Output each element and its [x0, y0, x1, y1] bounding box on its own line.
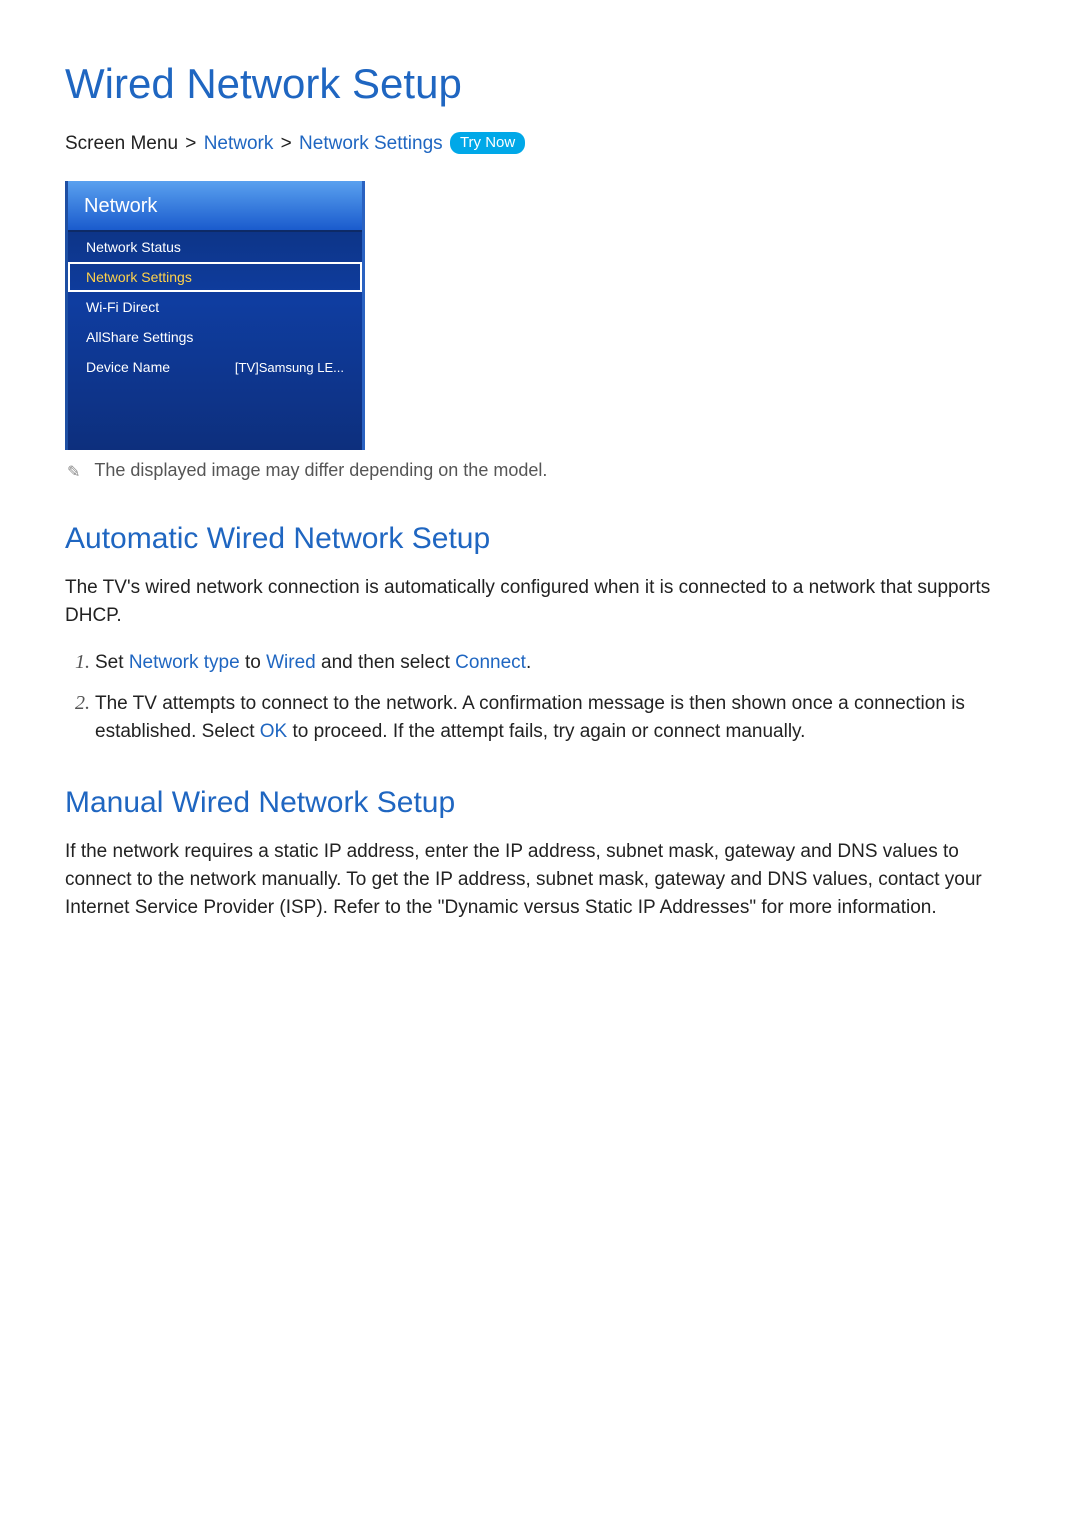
breadcrumb-network: Network: [204, 133, 274, 154]
menu-item-network-settings[interactable]: Network Settings: [68, 262, 362, 292]
kw-network-type: Network type: [129, 652, 240, 673]
breadcrumb-sep-1: >: [183, 133, 198, 154]
step1-pre: Set: [95, 652, 129, 673]
step2-post: to proceed. If the attempt fails, try ag…: [287, 721, 805, 742]
menu-item-wifi-direct[interactable]: Wi-Fi Direct: [68, 292, 362, 322]
breadcrumb-prefix: Screen Menu: [65, 133, 178, 154]
step1-post: .: [526, 652, 531, 673]
menu-item-label: Wi-Fi Direct: [86, 299, 159, 315]
page-title: Wired Network Setup: [65, 60, 1015, 108]
try-now-pill[interactable]: Try Now: [450, 132, 525, 154]
kw-ok: OK: [260, 721, 287, 742]
auto-step-1: Set Network type to Wired and then selec…: [95, 648, 1015, 677]
tv-menu-panel: Network Network Status Network Settings …: [65, 181, 365, 450]
note-text: The displayed image may differ depending…: [94, 460, 547, 481]
menu-item-network-status[interactable]: Network Status: [68, 232, 362, 262]
menu-item-label: Device Name: [86, 359, 170, 375]
kw-wired: Wired: [266, 652, 316, 673]
menu-item-value: [TV]Samsung LE...: [235, 360, 344, 375]
breadcrumb: Screen Menu > Network > Network Settings…: [65, 132, 1015, 155]
menu-item-label: AllShare Settings: [86, 329, 193, 345]
auto-steps: Set Network type to Wired and then selec…: [65, 648, 1015, 746]
menu-item-device-name[interactable]: Device Name [TV]Samsung LE...: [68, 352, 362, 382]
document-page: Wired Network Setup Screen Menu > Networ…: [0, 0, 1080, 1527]
auto-step-2: The TV attempts to connect to the networ…: [95, 689, 1015, 746]
section-heading-automatic: Automatic Wired Network Setup: [65, 522, 1015, 556]
step1-mid1: to: [240, 652, 266, 673]
auto-intro: The TV's wired network connection is aut…: [65, 574, 1015, 630]
manual-body: If the network requires a static IP addr…: [65, 838, 1015, 922]
tv-menu-header: Network: [68, 181, 362, 232]
pencil-icon: ✎: [67, 462, 80, 482]
menu-item-label: Network Status: [86, 239, 181, 255]
breadcrumb-sep-2: >: [279, 133, 294, 154]
step1-mid2: and then select: [316, 652, 455, 673]
menu-item-allshare-settings[interactable]: AllShare Settings: [68, 322, 362, 352]
note: ✎ The displayed image may differ dependi…: [67, 460, 1015, 482]
menu-item-label: Network Settings: [86, 269, 192, 285]
breadcrumb-network-settings: Network Settings: [299, 133, 443, 154]
kw-connect: Connect: [455, 652, 526, 673]
section-heading-manual: Manual Wired Network Setup: [65, 786, 1015, 820]
